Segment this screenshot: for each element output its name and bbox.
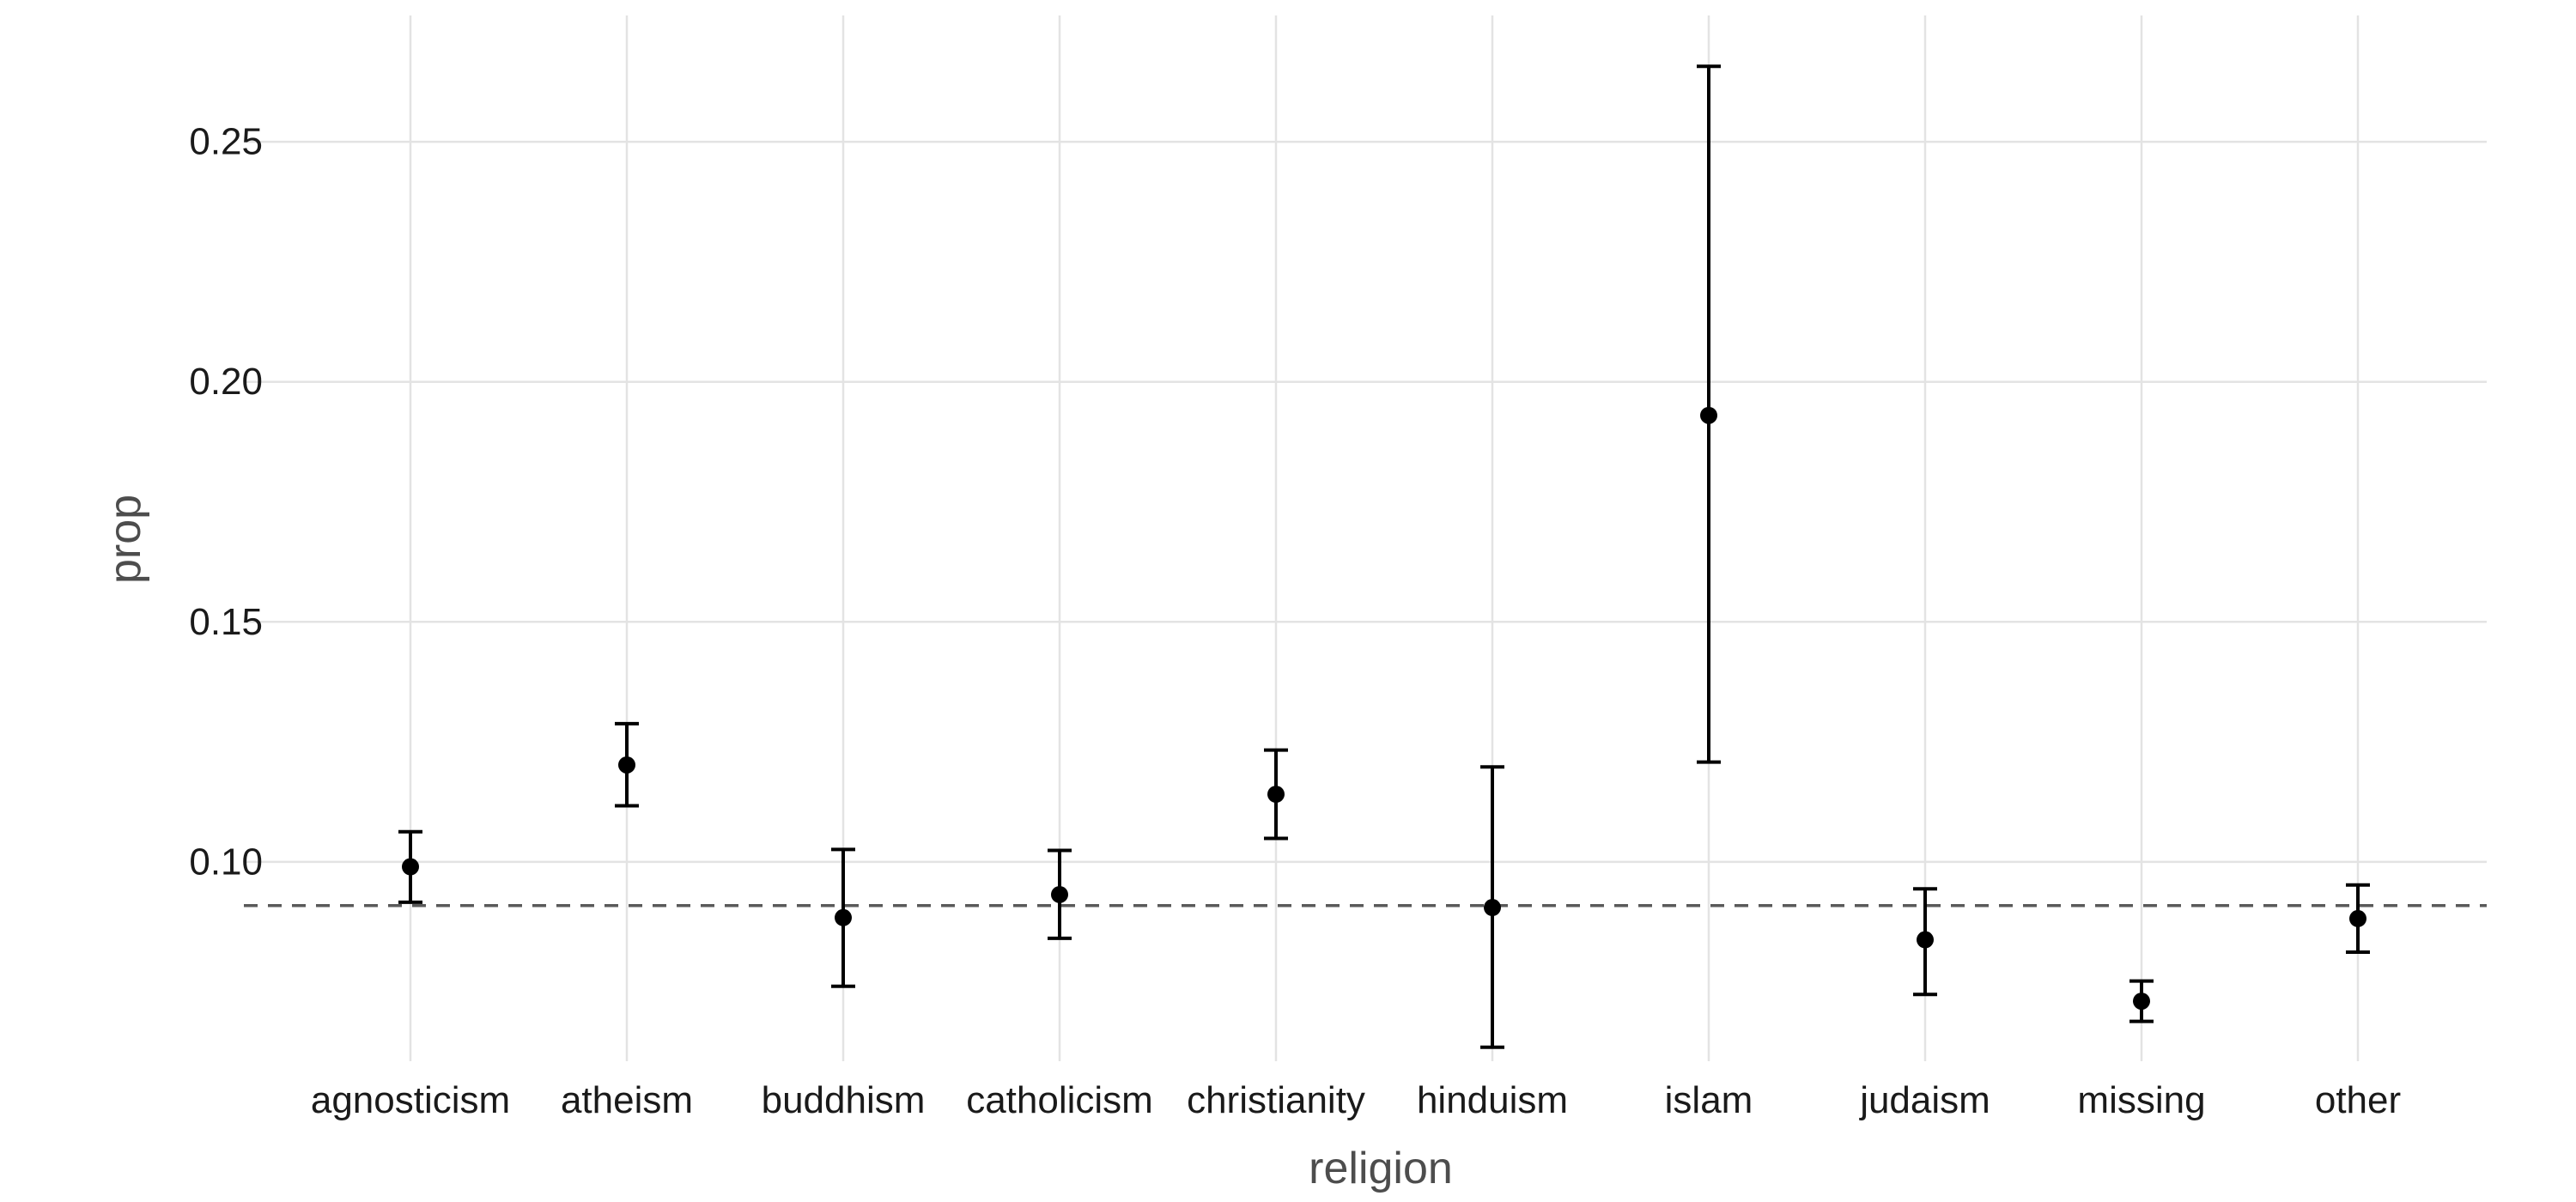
point-hinduism: [1484, 899, 1501, 917]
data-points: [402, 406, 2366, 1011]
point-christianity: [1267, 786, 1285, 804]
point-islam: [1700, 406, 1717, 424]
x-tick-label: missing: [2077, 1079, 2205, 1121]
x-tick-label: atheism: [561, 1079, 693, 1121]
x-tick-label: catholicism: [966, 1079, 1153, 1121]
x-tick-label: judaism: [1858, 1079, 1990, 1121]
y-tick-label: 0.25: [189, 121, 263, 163]
point-atheism: [618, 756, 635, 774]
point-catholicism: [1051, 885, 1068, 903]
y-tick-label: 0.10: [189, 841, 263, 883]
y-axis-title: prop: [100, 495, 150, 584]
x-tick-label: islam: [1665, 1079, 1753, 1121]
y-tick-label: 0.20: [189, 361, 263, 403]
x-tick-label: hinduism: [1417, 1079, 1568, 1121]
point-other: [2349, 909, 2366, 927]
error-bars: [398, 64, 2370, 1049]
x-tick-label: agnosticism: [311, 1079, 510, 1121]
y-tick-labels: 0.10 0.15 0.20 0.25: [189, 121, 263, 883]
x-axis-title: religion: [1309, 1144, 1453, 1193]
point-missing: [2133, 993, 2150, 1011]
y-tick-label: 0.15: [189, 601, 263, 643]
point-judaism: [1917, 931, 1934, 949]
x-tick-label: other: [2315, 1079, 2401, 1121]
point-agnosticism: [402, 858, 419, 876]
x-tick-label: buddhism: [762, 1079, 926, 1121]
x-tick-label: christianity: [1187, 1079, 1365, 1121]
point-buddhism: [835, 908, 852, 926]
x-tick-labels: agnosticism atheism buddhism catholicism chr…: [311, 1079, 2401, 1121]
